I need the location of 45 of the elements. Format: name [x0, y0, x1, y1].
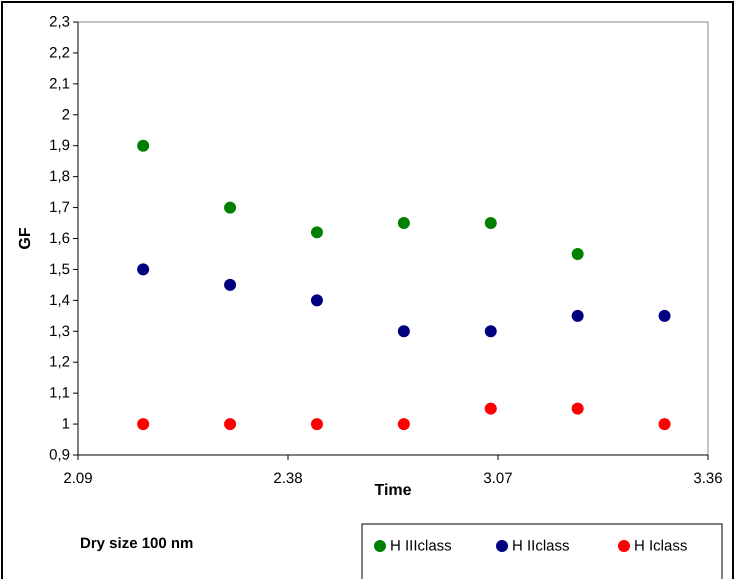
y-tick-label: 1,4 — [49, 292, 70, 309]
point — [572, 310, 584, 322]
y-tick-label: 1,7 — [49, 199, 70, 216]
y-tick-label: 2,1 — [49, 75, 70, 92]
point — [572, 402, 584, 415]
y-tick-label: 1,2 — [49, 354, 70, 371]
legend-label: H IIclass — [512, 538, 570, 554]
x-tick-label: 3.36 — [693, 470, 723, 487]
y-tick-label: 1,5 — [49, 260, 70, 278]
point — [484, 217, 497, 230]
point — [398, 418, 410, 430]
point — [572, 248, 584, 260]
point — [137, 263, 150, 276]
point — [310, 226, 323, 238]
point — [310, 418, 323, 430]
y-tick-label: 1,1 — [49, 384, 70, 402]
y-tick-label: 1,3 — [49, 322, 70, 340]
y-tick-label: 1,9 — [49, 137, 70, 154]
point — [310, 294, 323, 306]
x-tick-label: 2.38 — [273, 470, 303, 487]
x-tick-label: 3.07 — [483, 470, 513, 487]
x-axis-title: Time — [374, 482, 412, 499]
point — [398, 325, 410, 338]
y-tick-label: 1,6 — [49, 230, 70, 247]
point — [398, 217, 410, 230]
text: Dry size 100 nm — [80, 535, 194, 552]
point — [224, 418, 236, 430]
point — [658, 310, 671, 322]
point — [137, 418, 150, 430]
point — [224, 278, 236, 291]
y-tick-label: 2,3 — [49, 14, 70, 30]
y-tick-label: 2,2 — [49, 44, 70, 62]
legend-label: H IIIclass — [390, 538, 452, 554]
y-tick-label: 1,8 — [49, 168, 70, 186]
x-tick-label: 2.09 — [63, 470, 93, 487]
y-tick-label: 0,9 — [49, 446, 70, 464]
point — [137, 140, 150, 152]
y-tick-label: 1 — [62, 416, 70, 433]
point — [484, 402, 497, 415]
y-axis-title: GF — [17, 227, 34, 250]
y-tick-label: 2 — [62, 106, 70, 124]
point — [658, 418, 671, 430]
point — [484, 325, 497, 338]
point — [224, 202, 236, 214]
legend-label: H Iclass — [634, 538, 688, 554]
